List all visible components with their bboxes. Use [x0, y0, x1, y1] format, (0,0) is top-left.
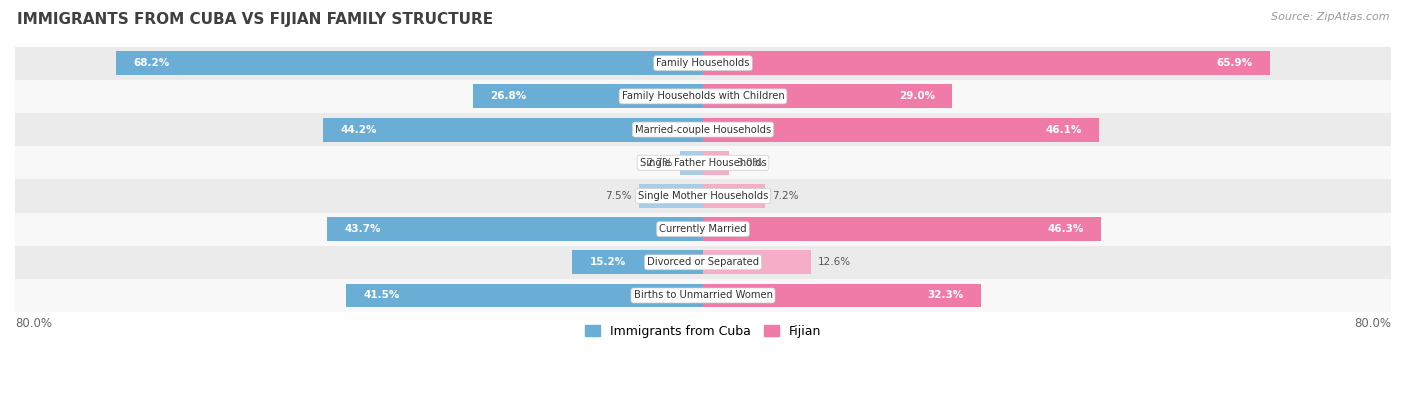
- Text: 68.2%: 68.2%: [134, 58, 170, 68]
- Text: Currently Married: Currently Married: [659, 224, 747, 234]
- Text: 7.5%: 7.5%: [605, 191, 631, 201]
- Bar: [15, 213, 1391, 246]
- Text: Single Father Households: Single Father Households: [640, 158, 766, 168]
- Bar: [679, 151, 703, 175]
- Bar: [15, 279, 1391, 312]
- Bar: [703, 250, 811, 274]
- Bar: [472, 85, 703, 108]
- Text: 43.7%: 43.7%: [344, 224, 381, 234]
- Bar: [572, 250, 703, 274]
- Bar: [638, 184, 703, 208]
- Bar: [328, 217, 703, 241]
- Text: 3.0%: 3.0%: [735, 158, 762, 168]
- Bar: [15, 246, 1391, 279]
- Text: 46.1%: 46.1%: [1046, 124, 1083, 135]
- Bar: [15, 146, 1391, 179]
- Bar: [323, 118, 703, 141]
- Text: 32.3%: 32.3%: [928, 290, 963, 301]
- Text: 44.2%: 44.2%: [340, 124, 377, 135]
- Text: Married-couple Households: Married-couple Households: [636, 124, 770, 135]
- Bar: [346, 284, 703, 307]
- Text: IMMIGRANTS FROM CUBA VS FIJIAN FAMILY STRUCTURE: IMMIGRANTS FROM CUBA VS FIJIAN FAMILY ST…: [17, 12, 494, 27]
- Text: 29.0%: 29.0%: [898, 91, 935, 102]
- Bar: [703, 151, 728, 175]
- Text: Family Households: Family Households: [657, 58, 749, 68]
- Bar: [703, 85, 952, 108]
- Text: Source: ZipAtlas.com: Source: ZipAtlas.com: [1271, 12, 1389, 22]
- Text: 46.3%: 46.3%: [1047, 224, 1084, 234]
- Bar: [703, 51, 1270, 75]
- Text: Single Mother Households: Single Mother Households: [638, 191, 768, 201]
- Bar: [15, 80, 1391, 113]
- Bar: [15, 47, 1391, 80]
- Text: Family Households with Children: Family Households with Children: [621, 91, 785, 102]
- Text: 65.9%: 65.9%: [1216, 58, 1253, 68]
- Bar: [15, 113, 1391, 146]
- Text: 2.7%: 2.7%: [647, 158, 673, 168]
- Text: 12.6%: 12.6%: [818, 257, 852, 267]
- Text: Births to Unmarried Women: Births to Unmarried Women: [634, 290, 772, 301]
- Bar: [117, 51, 703, 75]
- Text: Divorced or Separated: Divorced or Separated: [647, 257, 759, 267]
- Bar: [15, 179, 1391, 213]
- Bar: [703, 118, 1099, 141]
- Text: 15.2%: 15.2%: [589, 257, 626, 267]
- Legend: Immigrants from Cuba, Fijian: Immigrants from Cuba, Fijian: [581, 320, 825, 343]
- Text: 80.0%: 80.0%: [1354, 317, 1391, 330]
- Text: 41.5%: 41.5%: [363, 290, 399, 301]
- Bar: [703, 284, 981, 307]
- Bar: [703, 184, 765, 208]
- Text: 7.2%: 7.2%: [772, 191, 799, 201]
- Bar: [703, 217, 1101, 241]
- Text: 26.8%: 26.8%: [489, 91, 526, 102]
- Text: 80.0%: 80.0%: [15, 317, 52, 330]
